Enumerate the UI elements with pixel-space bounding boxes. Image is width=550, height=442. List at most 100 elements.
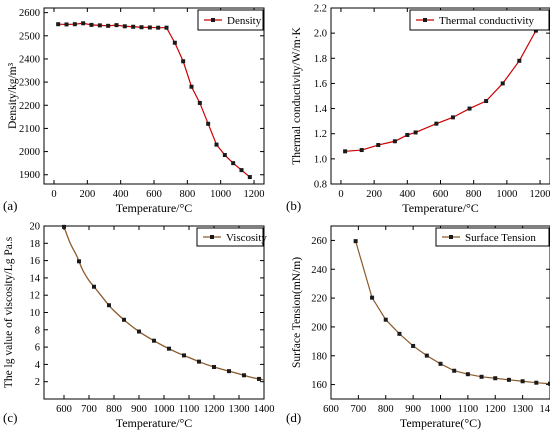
legend-marker	[423, 18, 427, 22]
y-tick-label: 12	[30, 291, 41, 302]
data-point	[156, 25, 161, 30]
legend-marker	[210, 235, 214, 239]
y-tick-label: 1.4	[314, 104, 328, 115]
data-point	[411, 343, 416, 348]
x-tick-label: 600	[323, 404, 339, 415]
x-tick-label: 600	[146, 189, 162, 200]
x-tick-label: 1200	[485, 404, 506, 415]
x-tick-label: 1000	[430, 404, 451, 415]
x-tick-label: 600	[56, 404, 72, 415]
x-tick-label: 800	[378, 404, 394, 415]
data-point	[533, 28, 538, 33]
series-line	[58, 22, 251, 178]
data-point	[517, 58, 522, 63]
legend-label: Thermal conductivity	[439, 15, 534, 27]
plot-frame	[330, 225, 550, 400]
x-tick-label: 200	[79, 189, 95, 200]
y-tick-label: 2.0	[314, 29, 327, 40]
data-point	[500, 81, 505, 86]
data-point	[152, 338, 156, 343]
data-point	[493, 376, 498, 381]
y-tick-label: 240	[311, 265, 327, 276]
legend-marker	[449, 235, 453, 239]
data-point	[343, 149, 348, 154]
legend-label: Viscosity	[226, 232, 267, 244]
legend-box	[197, 9, 264, 31]
chart-panel-4: 600 700 800 900 1000 1100 1200 1300 1400 160 180 20…	[286, 225, 550, 430]
y-tick-label: 1.6	[314, 79, 327, 90]
data-point	[107, 303, 111, 308]
data-point	[212, 364, 216, 369]
legend-marker	[211, 18, 215, 22]
x-tick-label: 1100	[179, 404, 200, 415]
data-point	[197, 359, 201, 364]
data-point	[106, 23, 111, 28]
x-tick-label: 200	[366, 189, 382, 200]
y-tick-label: 2100	[19, 124, 40, 135]
x-tick-label: 1300	[229, 404, 250, 415]
data-point	[534, 380, 539, 385]
data-point	[114, 23, 119, 28]
data-point	[353, 239, 358, 244]
x-tick-label: 400	[113, 189, 129, 200]
data-point	[131, 24, 136, 29]
data-point	[392, 139, 397, 144]
data-point	[206, 121, 211, 126]
x-tick-label: 0	[51, 189, 56, 200]
y-tick-label: 1900	[19, 170, 40, 181]
x-axis-label: Temperature/°C	[116, 416, 193, 430]
y-tick-label: 160	[311, 380, 327, 391]
series-line	[345, 30, 537, 152]
data-point	[214, 142, 219, 147]
chart-root: 0 200 400 600 800 1000 12001900200021002200230…	[3, 4, 550, 431]
data-point	[397, 331, 402, 336]
y-tick-label: 20	[30, 222, 41, 233]
panel-letter: (d)	[286, 410, 301, 425]
data-point	[172, 40, 177, 45]
x-axis-label: Temperature/°C	[402, 201, 479, 215]
y-tick-label: 18	[30, 239, 41, 250]
data-point	[247, 175, 252, 180]
chart-panel-2: 0 200 400 600 800 1000 1200 0.8 1.0 1.2 1.4 1.6 1.8 2…	[286, 4, 550, 215]
data-point	[56, 22, 61, 27]
plot-frame	[330, 7, 550, 185]
data-point	[92, 284, 96, 289]
data-point	[81, 21, 86, 26]
x-tick-label: 1100	[458, 404, 479, 415]
series-line	[355, 240, 550, 385]
y-tick-label: 220	[311, 294, 327, 305]
y-tick-label: 180	[311, 351, 327, 362]
y-tick-label: 0.8	[314, 180, 327, 191]
y-tick-label: 1.0	[314, 154, 327, 165]
x-tick-label: 0	[338, 189, 343, 200]
data-point	[122, 317, 126, 322]
data-point	[64, 22, 69, 27]
y-tick-label: 2400	[19, 54, 40, 65]
plot-frame	[43, 7, 265, 185]
chart-panel-1: 0 200 400 600 800 1000 1200 1900 2000 2100 2200 230…	[3, 7, 265, 215]
data-point	[438, 361, 443, 366]
data-point	[97, 23, 102, 28]
y-axis-label: Thermal conductivity/W/m·K	[291, 26, 303, 164]
chart-panel-3: 600 700 800 900 1000 1100 1200 1300 1400 2 4 6 8 10 12…	[3, 222, 275, 431]
y-tick-label: 10	[30, 308, 41, 319]
data-point	[452, 368, 457, 373]
x-tick-label: 800	[466, 189, 482, 200]
y-tick-label: 260	[311, 236, 327, 247]
x-tick-label: 900	[131, 404, 147, 415]
data-point	[62, 224, 66, 229]
data-point	[548, 381, 550, 386]
data-point	[164, 25, 169, 30]
x-tick-label: 800	[106, 404, 122, 415]
data-point	[239, 168, 244, 173]
y-tick-label: 14	[30, 273, 41, 284]
data-point	[376, 143, 381, 148]
x-tick-label: 700	[81, 404, 97, 415]
y-tick-label: 2600	[19, 8, 40, 19]
x-tick-label: 1200	[530, 189, 550, 200]
data-point	[434, 121, 439, 126]
x-axis-label: Temperature/°C	[116, 201, 193, 215]
panel-letter: (a)	[3, 198, 17, 213]
data-point	[242, 373, 246, 378]
data-point	[189, 84, 194, 89]
